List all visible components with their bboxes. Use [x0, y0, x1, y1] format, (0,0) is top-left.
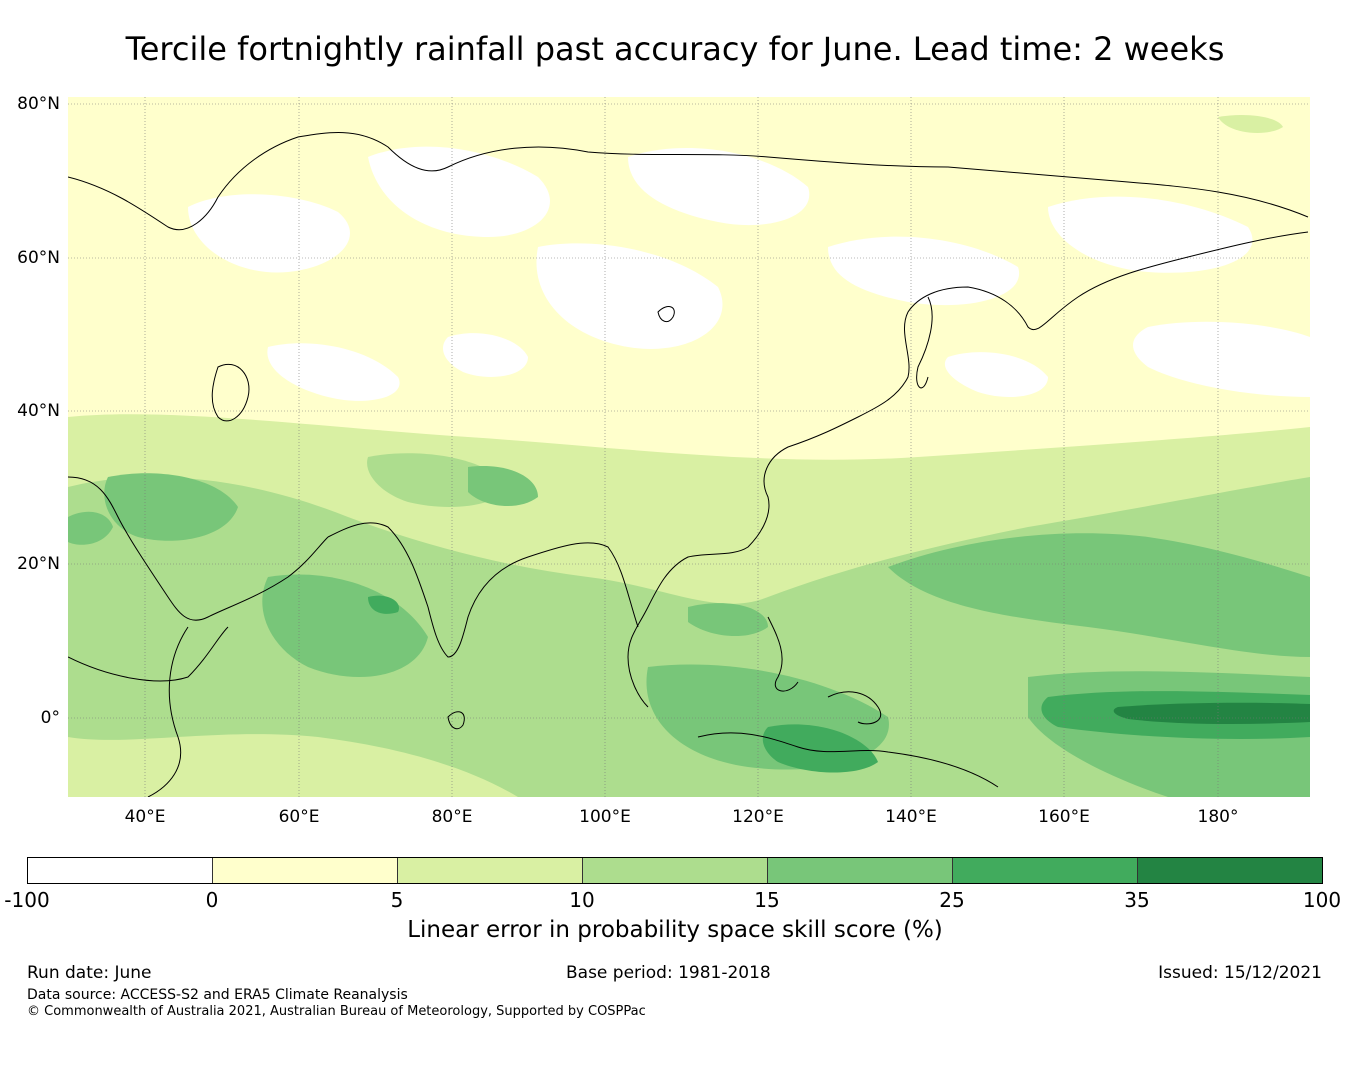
skill-35-100-regions [1113, 702, 1310, 724]
lon-label-180: 180° [1197, 807, 1239, 827]
lon-label-60e: 60°E [278, 807, 320, 827]
colorbar-segment-neg100-0 [28, 858, 213, 883]
graticule [68, 97, 1310, 797]
colorbar-tick: 0 [205, 888, 219, 912]
lat-label-80n: 80°N [17, 94, 60, 114]
skill-map-svg [68, 97, 1310, 797]
lon-label-140e: 140°E [885, 807, 937, 827]
colorbar-tick: 5 [390, 888, 404, 912]
colorbar-segment-25-35 [953, 858, 1138, 883]
lon-label-160e: 160°E [1038, 807, 1090, 827]
lat-label-60n: 60°N [17, 248, 60, 268]
issued-date: Issued: 15/12/2021 [1158, 963, 1322, 983]
coastlines [68, 132, 1309, 797]
colorbar-segment-10-15 [583, 858, 768, 883]
lon-label-120e: 120°E [732, 807, 784, 827]
lat-label-20n: 20°N [17, 554, 60, 574]
lon-label-100e: 100°E [579, 807, 631, 827]
colorbar-segment-0-5 [213, 858, 398, 883]
colorbar-segment-5-10 [398, 858, 583, 883]
lon-label-80e: 80°E [431, 807, 473, 827]
base-period: Base period: 1981-2018 [566, 963, 771, 983]
map-title: Tercile fortnightly rainfall past accura… [125, 30, 1225, 68]
data-source: Data source: ACCESS-S2 and ERA5 Climate … [27, 987, 408, 1003]
colorbar [27, 857, 1323, 884]
colorbar-segment-15-25 [768, 858, 953, 883]
colorbar-tick: 35 [1124, 888, 1150, 912]
colorbar-tick: 25 [939, 888, 965, 912]
lat-label-40n: 40°N [17, 401, 60, 421]
negative-skill-regions [88, 146, 1310, 771]
colorbar-segment-35-100 [1138, 858, 1322, 883]
copyright: © Commonwealth of Australia 2021, Austra… [27, 1004, 646, 1019]
lat-label-0: 0° [40, 708, 60, 728]
skill-map [68, 97, 1310, 797]
colorbar-tick: 15 [754, 888, 780, 912]
colorbar-tick: -100 [4, 888, 50, 912]
run-date: Run date: June [27, 963, 152, 983]
colorbar-label: Linear error in probability space skill … [407, 917, 943, 943]
colorbar-tick: 10 [569, 888, 595, 912]
lon-label-40e: 40°E [124, 807, 166, 827]
colorbar-tick: 100 [1302, 888, 1342, 912]
